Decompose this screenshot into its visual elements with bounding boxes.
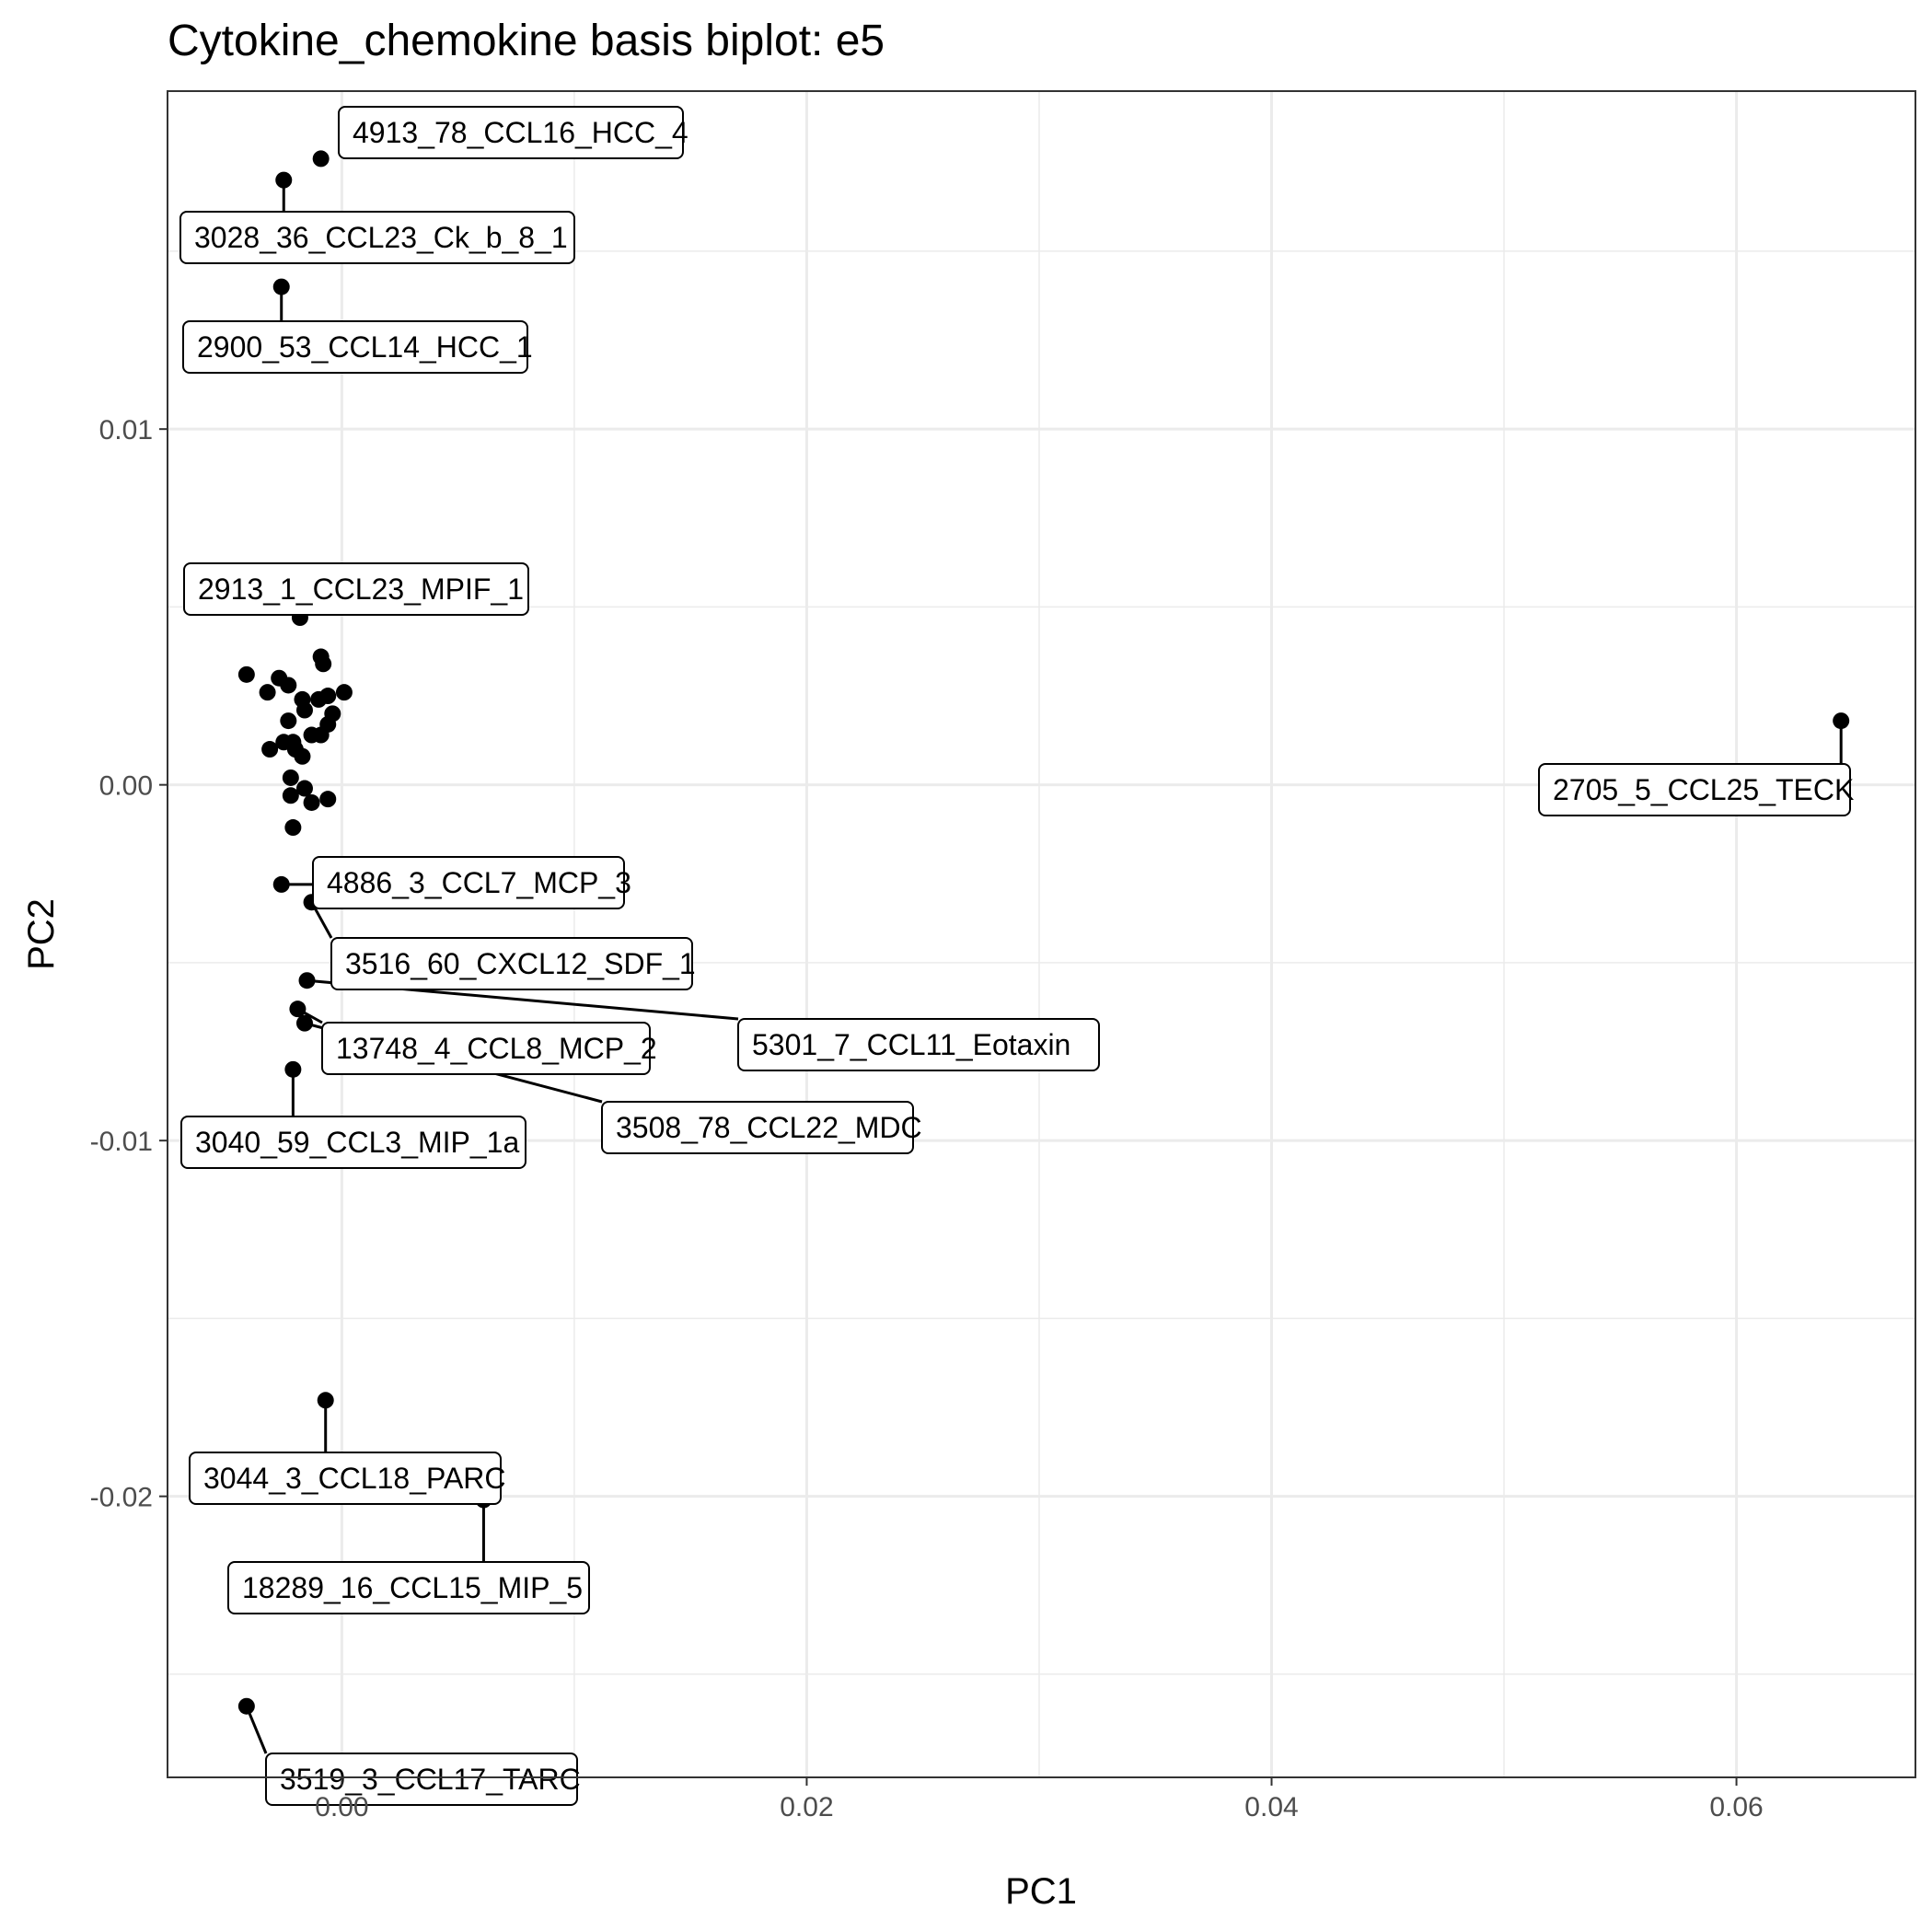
y-axis-title: PC2	[21, 898, 62, 970]
data-point	[295, 780, 313, 797]
data-point	[237, 665, 255, 683]
point-label: 4913_78_CCL16_HCC_4	[338, 106, 688, 159]
x-axis: 0.00 0.02 0.04 0.06	[315, 1777, 1764, 1822]
data-point	[282, 769, 299, 786]
point-label: 5301_7_CCL11_Eotaxin	[737, 1018, 1100, 1071]
data-point	[319, 791, 337, 808]
x-tick-label: 0.00	[315, 1792, 368, 1822]
point-label-text: 3040_59_CCL3_MIP_1a	[195, 1126, 519, 1159]
point-label-text: 13748_4_CCL8_MCP_2	[336, 1032, 657, 1065]
y-tick-label: -0.02	[90, 1483, 153, 1513]
point-label: 3044_3_CCL18_PARC	[189, 1452, 506, 1505]
x-axis-title: PC1	[1005, 1871, 1077, 1912]
point-label-box	[1538, 763, 1851, 816]
point-label: 3040_59_CCL3_MIP_1a	[180, 1116, 526, 1169]
data-point	[315, 655, 332, 673]
data-point	[298, 972, 316, 989]
point-label-box	[601, 1101, 914, 1154]
data-point	[289, 1001, 307, 1018]
point-label-box	[265, 1753, 578, 1806]
data-point	[280, 712, 297, 730]
point-label-text: 5301_7_CCL11_Eotaxin	[752, 1028, 1070, 1061]
point-label: 18289_16_CCL15_MIP_5	[227, 1561, 590, 1614]
point-label-text: 3028_36_CCL23_Ck_b_8_1	[194, 221, 568, 254]
data-point	[335, 684, 353, 701]
point-label: 2913_1_CCL23_MPIF_1	[183, 562, 529, 616]
point-label-box	[312, 856, 625, 909]
data-point	[317, 1392, 334, 1409]
point-label-text: 2705_5_CCL25_TECK	[1553, 773, 1854, 806]
point-label-text: 3508_78_CCL22_MDC	[616, 1111, 922, 1144]
point-label-text: 3519_3_CCL17_TARC	[280, 1763, 581, 1796]
chart-title: Cytokine_chemokine basis biplot: e5	[168, 17, 885, 65]
point-label: 3508_78_CCL22_MDC	[601, 1101, 922, 1154]
data-point	[1833, 712, 1850, 730]
y-tick-label: 0.01	[99, 415, 153, 445]
point-label-box	[321, 1022, 651, 1075]
point-label: 3516_60_CXCL12_SDF_1	[330, 937, 696, 990]
x-tick-label: 0.04	[1244, 1792, 1298, 1822]
point-label-text: 4913_78_CCL16_HCC_4	[353, 116, 688, 149]
point-label-text: 2913_1_CCL23_MPIF_1	[198, 573, 524, 606]
data-point	[284, 1060, 302, 1078]
data-point	[272, 875, 290, 893]
point-label-text: 2900_53_CCL14_HCC_1	[197, 330, 533, 364]
data-point	[312, 726, 330, 744]
label-connector	[245, 1706, 268, 1754]
point-label-box	[179, 211, 575, 264]
point-label-text: 3516_60_CXCL12_SDF_1	[345, 947, 696, 980]
point-label-box	[330, 937, 693, 990]
y-tick-label: -0.01	[90, 1127, 153, 1157]
data-point	[282, 787, 299, 804]
point-label-box	[180, 1116, 526, 1169]
point-label: 13748_4_CCL8_MCP_2	[321, 1022, 657, 1075]
data-point	[319, 688, 337, 705]
point-label: 3519_3_CCL17_TARC	[265, 1753, 581, 1806]
point-label-box	[183, 562, 529, 616]
data-point	[312, 150, 330, 168]
point-label: 4886_3_CCL7_MCP_3	[312, 856, 631, 909]
point-label: 3028_36_CCL23_Ck_b_8_1	[179, 211, 575, 264]
data-point	[272, 278, 290, 295]
data-point	[295, 701, 313, 719]
data-point	[294, 747, 311, 765]
data-point	[259, 684, 276, 701]
point-label-text: 18289_16_CCL15_MIP_5	[242, 1571, 583, 1604]
data-point	[280, 677, 297, 694]
panel-border	[167, 90, 1916, 1778]
point-label-box	[227, 1561, 590, 1614]
point-label-text: 4886_3_CCL7_MCP_3	[327, 866, 631, 899]
point-label-box	[182, 320, 528, 374]
data-point	[261, 741, 279, 758]
y-axis: -0.02 -0.01 0.00 0.01	[90, 415, 168, 1513]
y-tick-label: 0.00	[99, 771, 153, 802]
x-tick-label: 0.06	[1709, 1792, 1763, 1822]
data-point	[237, 1697, 255, 1715]
data-point	[284, 819, 302, 837]
point-label: 2705_5_CCL25_TECK	[1538, 763, 1854, 816]
x-tick-label: 0.02	[780, 1792, 833, 1822]
data-point	[275, 171, 293, 189]
point-label-box	[737, 1018, 1100, 1071]
point-label-box	[189, 1452, 502, 1505]
data-point	[303, 793, 320, 811]
point-labels: 4913_78_CCL16_HCC_4 3028_36_CCL23_Ck_b_8_…	[179, 106, 1854, 1806]
point-label-box	[338, 106, 684, 159]
point-label-text: 3044_3_CCL18_PARC	[203, 1462, 506, 1495]
data-point	[295, 1014, 313, 1032]
point-label: 2900_53_CCL14_HCC_1	[182, 320, 533, 374]
